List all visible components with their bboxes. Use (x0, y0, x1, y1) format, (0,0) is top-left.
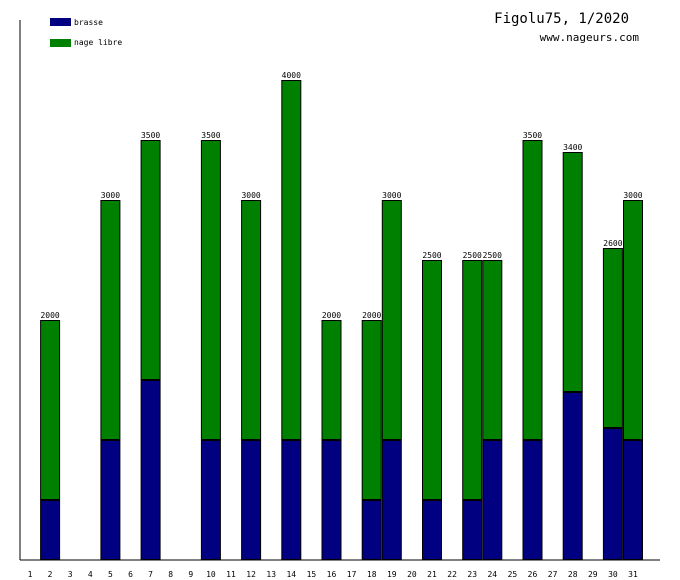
bar-segment-brasse (321, 440, 342, 560)
site-label: www.nageurs.com (540, 31, 640, 44)
bar-segment-nage-libre (462, 260, 483, 500)
bar-segment-brasse (623, 440, 643, 560)
bar-total-label: 4000 (282, 71, 301, 80)
x-tick-label: 30 (608, 570, 618, 579)
bar-total-label: 2500 (422, 251, 441, 260)
value-labels: 2000 3000 3500 3500 3000 4000 2000 2000 3000 2500… (40, 71, 642, 320)
bar-segment-nage-libre (522, 140, 543, 440)
x-tick-label: 26 (528, 570, 538, 579)
x-tick-label: 11 (226, 570, 236, 579)
x-tick-label: 1 (28, 570, 33, 579)
x-tick-label: 23 (467, 570, 477, 579)
bar-total-label: 2500 (463, 251, 482, 260)
bar-segment-nage-libre (100, 200, 121, 440)
x-tick-label: 21 (427, 570, 437, 579)
x-tick-label: 24 (487, 570, 497, 579)
x-tick-label: 27 (548, 570, 558, 579)
bar-segment-brasse (100, 440, 121, 560)
bar-total-label: 2000 (322, 311, 341, 320)
bar-segment-nage-libre (381, 200, 402, 440)
x-tick-label: 6 (128, 570, 133, 579)
x-tick-label: 25 (508, 570, 518, 579)
legend-swatch-nage-libre (50, 39, 71, 47)
bar-segment-nage-libre (140, 140, 161, 380)
bar-segment-brasse (381, 440, 402, 560)
bar-segment-nage-libre (482, 260, 503, 440)
bar-segment-brasse (562, 392, 583, 560)
x-tick-label: 5 (108, 570, 113, 579)
bars (40, 80, 643, 560)
bar-total-label: 3000 (101, 191, 120, 200)
x-tick-label: 3 (68, 570, 73, 579)
bar-segment-nage-libre (361, 320, 382, 500)
bar-segment-nage-libre (281, 80, 302, 440)
x-tick-label: 19 (387, 570, 397, 579)
legend-swatch-brasse (50, 18, 71, 26)
bar-total-label: 3000 (623, 191, 642, 200)
bar-segment-nage-libre (200, 140, 221, 440)
x-tick-label: 4 (88, 570, 93, 579)
legend: brasse nage libre (50, 18, 122, 47)
x-tick-label: 13 (266, 570, 276, 579)
bar-segment-nage-libre (562, 152, 583, 392)
x-tick-label: 8 (168, 570, 173, 579)
legend-label-nage-libre: nage libre (74, 38, 122, 47)
x-tick-label: 9 (188, 570, 193, 579)
bar-segment-brasse (422, 500, 442, 560)
x-tick-label: 20 (407, 570, 417, 579)
x-tick-label: 10 (206, 570, 216, 579)
bar-total-label: 3500 (201, 131, 220, 140)
bar-total-label: 3400 (563, 143, 582, 152)
bar-segment-brasse (241, 440, 262, 560)
x-tick-label: 16 (327, 570, 337, 579)
bar-segment-brasse (361, 500, 382, 560)
bar-segment-nage-libre (602, 248, 623, 428)
bar-total-label: 2500 (483, 251, 502, 260)
bar-segment-nage-libre (422, 260, 442, 500)
x-tick-label: 31 (628, 570, 638, 579)
x-tick-labels: 1 2 3 4 5 6 7 8 9 10 11 12 13 14 15 16 17 18 19 20 21 22 23 24 2… (28, 570, 638, 579)
bar-total-label: 3000 (241, 191, 260, 200)
bar-segment-brasse (40, 500, 61, 560)
x-tick-label: 14 (286, 570, 296, 579)
bar-segment-brasse (281, 440, 302, 560)
x-tick-label: 12 (246, 570, 256, 579)
x-tick-label: 15 (307, 570, 317, 579)
x-tick-label: 22 (447, 570, 457, 579)
bar-segment-brasse (200, 440, 221, 560)
x-tick-label: 18 (367, 570, 377, 579)
chart-title: Figolu75, 1/2020 (494, 11, 629, 27)
x-tick-label: 2 (48, 570, 53, 579)
bar-segment-nage-libre (40, 320, 61, 500)
bar-segment-brasse (522, 440, 543, 560)
x-tick-label: 28 (568, 570, 578, 579)
bar-segment-nage-libre (623, 200, 643, 440)
bar-segment-brasse (482, 440, 503, 560)
bar-total-label: 2000 (40, 311, 59, 320)
bar-total-label: 3500 (523, 131, 542, 140)
bar-total-label: 2000 (362, 311, 381, 320)
x-tick-label: 7 (148, 570, 153, 579)
bar-segment-nage-libre (321, 320, 342, 440)
bar-total-label: 3000 (382, 191, 401, 200)
bar-total-label: 2600 (603, 239, 622, 248)
bar-total-label: 3500 (141, 131, 160, 140)
x-tick-label: 29 (588, 570, 598, 579)
bar-segment-brasse (602, 428, 623, 560)
legend-label-brasse: brasse (74, 18, 103, 27)
bar-segment-nage-libre (241, 200, 262, 440)
bar-segment-brasse (462, 500, 483, 560)
bar-segment-brasse (140, 380, 161, 560)
x-tick-label: 17 (347, 570, 357, 579)
